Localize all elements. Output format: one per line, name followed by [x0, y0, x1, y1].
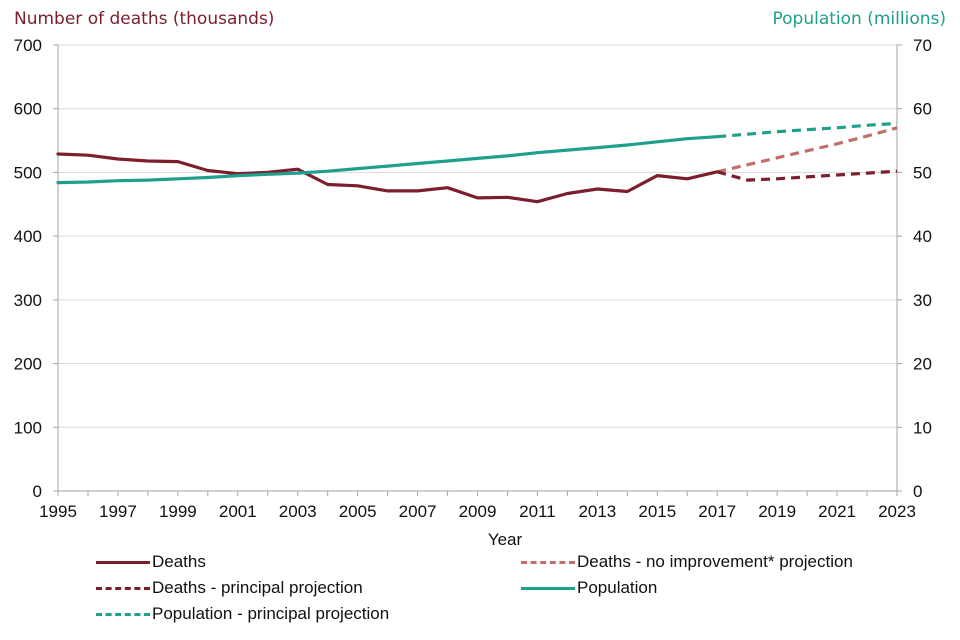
- legend-item: Deaths - no improvement* projection: [521, 552, 853, 572]
- x-tick-label: 1997: [99, 502, 137, 521]
- legend-swatch: [96, 586, 150, 590]
- left-axis-title: Number of deaths (thousands): [14, 9, 275, 29]
- right-tick-label: 10: [913, 418, 932, 437]
- left-tick-label: 0: [33, 482, 42, 501]
- right-tick-label: 50: [913, 163, 932, 182]
- legend-label: Deaths - no improvement* projection: [577, 552, 853, 571]
- left-tick-label: 100: [14, 418, 42, 437]
- x-tick-label: 2009: [459, 502, 497, 521]
- legend-swatch: [521, 560, 575, 564]
- legend-swatch: [521, 586, 575, 590]
- x-tick-label: 1995: [39, 502, 77, 521]
- right-tick-label: 60: [913, 100, 932, 119]
- x-tick-label: 2023: [878, 502, 916, 521]
- x-tick-label: 2007: [399, 502, 437, 521]
- x-tick-label: 2015: [638, 502, 676, 521]
- left-tick-label: 300: [14, 291, 42, 310]
- x-tick-label: 2019: [758, 502, 796, 521]
- legend-label: Population - principal projection: [152, 604, 390, 623]
- series-population: [56, 135, 719, 185]
- legend-label: Deaths: [152, 552, 206, 571]
- legend-label: Population: [577, 578, 658, 597]
- left-tick-label: 600: [14, 100, 42, 119]
- x-tick-label: 2011: [519, 502, 556, 521]
- series-deaths-no-improvement-projection: [716, 126, 898, 174]
- left-tick-label: 500: [14, 163, 42, 182]
- legend-item: Population: [521, 578, 657, 598]
- left-tick-label: 400: [14, 227, 42, 246]
- right-tick-label: 30: [913, 291, 932, 310]
- x-tick-label: 1999: [159, 502, 197, 521]
- series-deaths-principal-projection: [716, 169, 898, 182]
- right-tick-label: 0: [913, 482, 922, 501]
- legend-label: Deaths - principal projection: [152, 578, 363, 597]
- legend-swatch: [96, 560, 150, 564]
- x-tick-label: 2001: [219, 502, 257, 521]
- series-population-principal-projection: [717, 121, 898, 139]
- series-deaths: [56, 152, 719, 204]
- x-tick-label: 2021: [818, 502, 856, 521]
- legend-item: Deaths: [96, 552, 206, 572]
- series-lines: [56, 121, 898, 204]
- right-tick-label: 20: [913, 355, 932, 374]
- axes: [53, 44, 902, 496]
- left-tick-label: 200: [14, 355, 42, 374]
- left-tick-label: 700: [14, 36, 42, 55]
- legend-item: Population - principal projection: [96, 604, 389, 624]
- legend-item: Deaths - principal projection: [96, 578, 363, 598]
- x-tick-label: 2005: [339, 502, 377, 521]
- x-tick-label: 2017: [698, 502, 736, 521]
- right-axis-title: Population (millions): [772, 9, 946, 29]
- right-tick-label: 40: [913, 227, 932, 246]
- gridlines: [58, 44, 897, 428]
- x-tick-label: 2003: [279, 502, 317, 521]
- x-tick-label: 2013: [578, 502, 616, 521]
- x-axis-title: Year: [488, 530, 523, 549]
- tick-labels: 0 100 200 300 400 500 600 700 0 10 20 30 40 50 60 70 199…: [14, 36, 932, 521]
- legend-swatch: [96, 612, 150, 616]
- right-tick-label: 70: [913, 36, 932, 55]
